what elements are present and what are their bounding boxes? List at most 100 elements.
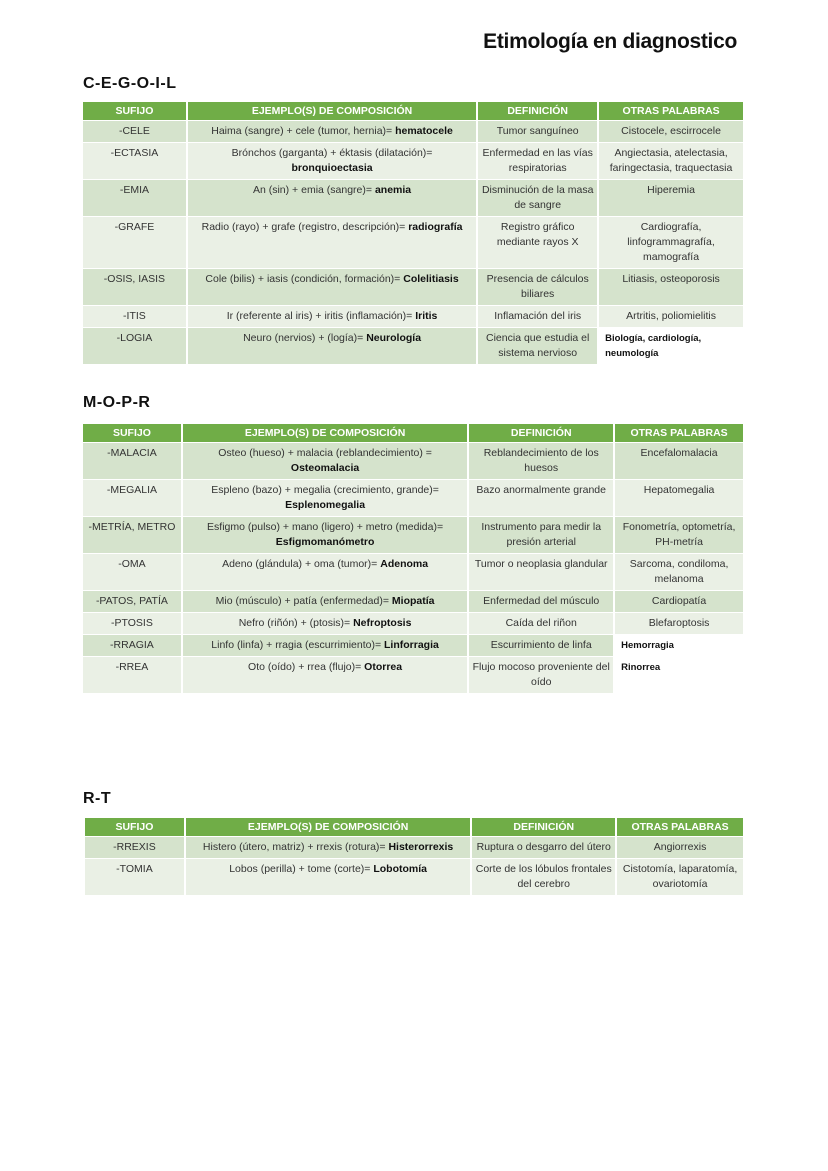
example-cell: Esfigmo (pulso) + mano (ligero) + metro …	[181, 516, 470, 554]
header-definicion: DEFINICIÓN	[471, 818, 618, 837]
header-ejemplo: EJEMPLO(S) DE COMPOSICIÓN	[184, 818, 473, 837]
example-term: Linforragia	[384, 639, 439, 651]
definition-cell: Enfermedad del músculo	[468, 590, 616, 613]
suffix-cell: -MEGALIA	[83, 479, 183, 517]
example-cell: Cole (bilis) + iasis (condición, formaci…	[186, 268, 479, 306]
suffix-cell: -ITIS	[83, 305, 188, 328]
header-otras: OTRAS PALABRAS	[598, 102, 745, 121]
header-definicion: DEFINICIÓN	[477, 102, 600, 121]
suffix-cell: -METRÍA, METRO	[83, 516, 183, 554]
table-row: -OSIS, IASIS Cole (bilis) + iasis (condic…	[83, 268, 745, 306]
example-text: Linfo (linfa) + rragia (escurrimiento)=	[211, 639, 385, 651]
example-text: Radio (rayo) + grafe (registro, descripc…	[201, 221, 409, 233]
example-cell: Espleno (bazo) + megalia (crecimiento, g…	[181, 479, 470, 517]
table-row: -EMIA An (sin) + emia (sangre)= anemia Dis…	[83, 179, 745, 217]
table-row: -RREA Oto (oído) + rrea (flujo)= Otorrea F…	[83, 656, 745, 693]
suffix-cell: -MALACIA	[83, 442, 183, 480]
suffix-cell: -PATOS, PATÍA	[83, 590, 183, 613]
other-words-cell: Cistotomía, laparatomía, ovariotomía	[616, 858, 745, 895]
other-words-cell: Cardiografía, linfogrammagrafía, mamogra…	[598, 216, 745, 269]
example-text: Oto (oído) + rrea (flujo)=	[248, 661, 365, 673]
header-ejemplo: EJEMPLO(S) DE COMPOSICIÓN	[186, 102, 479, 121]
definition-cell: Caída del riñon	[468, 612, 616, 635]
example-term: Neurología	[366, 332, 422, 344]
table-row: -TOMIA Lobos (perilla) + tome (corte)= Lo…	[85, 858, 745, 895]
suffix-cell: -RRAGIA	[83, 634, 183, 657]
definition-cell: Instrumento para medir la presión arteri…	[468, 516, 616, 554]
table-row: -MALACIA Osteo (hueso) + malacia (rebland…	[83, 442, 745, 480]
table-header-row: SUFIJO EJEMPLO(S) DE COMPOSICIÓN DEFINICIÓ…	[83, 424, 745, 443]
example-text: Lobos (perilla) + tome (corte)=	[229, 863, 374, 875]
other-words-cell: Biología, cardiología, neumología	[598, 327, 745, 364]
table-header-row: SUFIJO EJEMPLO(S) DE COMPOSICIÓN DEFINICIÓ…	[85, 818, 745, 837]
definition-cell: Corte de los lóbulos frontales del cereb…	[471, 858, 618, 895]
other-words-cell: Hepatomegalia	[614, 479, 745, 517]
section-title: M-O-P-R	[83, 394, 151, 411]
example-cell: Oto (oído) + rrea (flujo)= Otorrea	[181, 656, 470, 693]
example-cell: Histero (útero, matriz) + rrexis (rotura…	[184, 836, 473, 859]
example-cell: Neuro (nervios) + (logía)= Neurología	[186, 327, 479, 364]
suffix-cell: -TOMIA	[85, 858, 186, 895]
example-cell: Lobos (perilla) + tome (corte)= Lobotomí…	[184, 858, 473, 895]
example-text: Cole (bilis) + iasis (condición, formaci…	[205, 273, 404, 285]
example-text: Espleno (bazo) + megalia (crecimiento, g…	[211, 484, 439, 496]
example-text: Nefro (riñón) + (ptosis)=	[238, 617, 354, 629]
header-definicion: DEFINICIÓN	[468, 424, 616, 443]
example-cell: Ir (referente al iris) + iritis (inflama…	[186, 305, 479, 328]
example-cell: Osteo (hueso) + malacia (reblandecimient…	[181, 442, 470, 480]
definition-cell: Escurrimiento de linfa	[468, 634, 616, 657]
example-cell: Linfo (linfa) + rragia (escurrimiento)= …	[181, 634, 470, 657]
table-row: -RREXIS Histero (útero, matriz) + rrexis …	[85, 836, 745, 859]
definition-cell: Disminución de la masa de sangre	[477, 179, 600, 217]
suffix-cell: -ECTASIA	[83, 142, 188, 180]
definition-cell: Ruptura o desgarro del útero	[471, 836, 618, 859]
table-row: -ECTASIA Brónchos (garganta) + éktasis (d…	[83, 142, 745, 180]
definition-cell: Tumor sanguíneo	[477, 120, 600, 143]
definition-cell: Inflamación del iris	[477, 305, 600, 328]
example-text: Esfigmo (pulso) + mano (ligero) + metro …	[207, 521, 444, 533]
suffix-table: SUFIJO EJEMPLO(S) DE COMPOSICIÓN DEFINICIÓ…	[83, 424, 745, 693]
example-text: Adeno (glándula) + oma (tumor)=	[222, 558, 381, 570]
example-text: An (sin) + emia (sangre)=	[252, 184, 375, 196]
other-words-cell: Encefalomalacia	[614, 442, 745, 480]
example-cell: An (sin) + emia (sangre)= anemia	[186, 179, 479, 217]
example-term: Osteomalacia	[290, 462, 360, 474]
definition-cell: Ciencia que estudia el sistema nervioso	[477, 327, 600, 364]
suffix-cell: -CELE	[83, 120, 188, 143]
other-words-cell: Angiorrexis	[616, 836, 745, 859]
suffix-cell: -EMIA	[83, 179, 188, 217]
table-row: -ITIS Ir (referente al iris) + iritis (in…	[83, 305, 745, 328]
table-row: -OMA Adeno (glándula) + oma (tumor)= Aden…	[83, 553, 745, 591]
definition-cell: Flujo mocoso proveniente del oído	[468, 656, 616, 693]
table-row: -CELE Haima (sangre) + cele (tumor, herni…	[83, 120, 745, 143]
example-cell: Adeno (glándula) + oma (tumor)= Adenoma	[181, 553, 470, 591]
definition-cell: Presencia de cálculos biliares	[477, 268, 600, 306]
example-term: Esplenomegalia	[285, 499, 366, 511]
header-otras: OTRAS PALABRAS	[614, 424, 745, 443]
table-row: -PATOS, PATÍA Mio (músculo) + patía (enfe…	[83, 590, 745, 613]
other-words-cell: Cistocele, escirrocele	[598, 120, 745, 143]
other-words-cell: Fonometría, optometría, PH-metría	[614, 516, 745, 554]
definition-cell: Bazo anormalmente grande	[468, 479, 616, 517]
table-row: -MEGALIA Espleno (bazo) + megalia (crecim…	[83, 479, 745, 517]
example-text: Ir (referente al iris) + iritis (inflama…	[226, 310, 416, 322]
suffix-table: SUFIJO EJEMPLO(S) DE COMPOSICIÓN DEFINICIÓ…	[85, 818, 745, 895]
other-words-cell: Angiectasia, atelectasia, faringectasia,…	[598, 142, 745, 180]
header-sufijo: SUFIJO	[83, 102, 188, 121]
example-text: Brónchos (garganta) + éktasis (dilatació…	[231, 147, 433, 159]
definition-cell: Reblandecimiento de los huesos	[468, 442, 616, 480]
example-text: Histero (útero, matriz) + rrexis (rotura…	[202, 841, 389, 853]
table-row: -LOGIA Neuro (nervios) + (logía)= Neurolo…	[83, 327, 745, 364]
header-ejemplo: EJEMPLO(S) DE COMPOSICIÓN	[181, 424, 470, 443]
header-sufijo: SUFIJO	[83, 424, 183, 443]
example-term: Esfigmomanómetro	[275, 536, 375, 548]
suffix-table: SUFIJO EJEMPLO(S) DE COMPOSICIÓN DEFINICIÓ…	[83, 102, 745, 364]
suffix-cell: -LOGIA	[83, 327, 188, 364]
example-term: Nefroptosis	[353, 617, 412, 629]
suffix-cell: -RREXIS	[85, 836, 186, 859]
table-row: -PTOSIS Nefro (riñón) + (ptosis)= Nefropt…	[83, 612, 745, 635]
other-words-cell: Cardiopatía	[614, 590, 745, 613]
example-term: Adenoma	[380, 558, 429, 570]
section-title: R-T	[83, 790, 112, 807]
definition-cell: Tumor o neoplasia glandular	[468, 553, 616, 591]
